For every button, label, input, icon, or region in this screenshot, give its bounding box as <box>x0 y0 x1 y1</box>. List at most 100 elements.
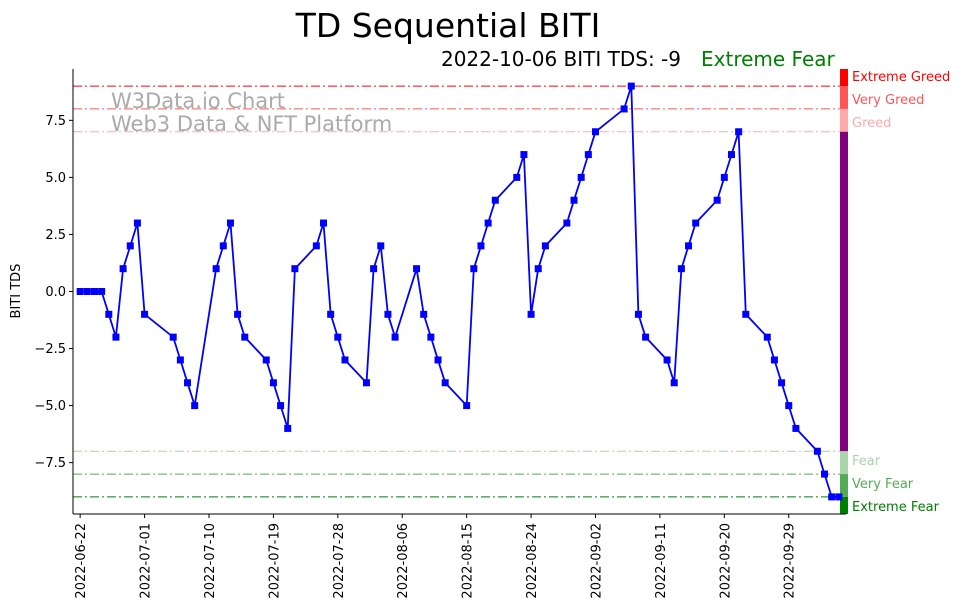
data-point <box>277 402 285 410</box>
band-extreme-greed <box>840 69 848 87</box>
data-point <box>527 310 535 318</box>
data-point <box>427 333 435 341</box>
series-biti-tds <box>76 82 843 501</box>
data-point <box>83 288 91 295</box>
data-point <box>312 242 320 250</box>
data-point <box>692 219 700 227</box>
data-point <box>770 356 778 364</box>
x-tick-label: 2022-07-19 <box>267 523 282 599</box>
data-point <box>484 219 492 227</box>
x-tick-label: 2022-09-11 <box>654 523 669 599</box>
level-label-greed: Greed <box>852 116 891 131</box>
data-point <box>491 196 499 204</box>
data-point <box>470 265 478 273</box>
data-point <box>677 265 685 273</box>
y-tick-label: −7.5 <box>34 456 66 471</box>
data-point <box>477 242 485 250</box>
x-tick-label: 2022-09-29 <box>783 523 798 599</box>
data-point <box>713 196 721 204</box>
sentiment-bands <box>840 69 848 514</box>
y-tick-label: −2.5 <box>34 342 66 357</box>
data-point <box>391 333 399 341</box>
data-point <box>441 379 449 387</box>
data-point <box>126 242 134 250</box>
data-point <box>785 402 793 410</box>
reference-lines <box>73 85 840 498</box>
status-label: Extreme Fear <box>701 47 836 71</box>
band-extreme-fear <box>840 496 848 514</box>
data-point <box>119 265 127 273</box>
data-point <box>262 356 270 364</box>
data-point <box>112 333 120 341</box>
data-point <box>176 356 184 364</box>
level-label-fear: Fear <box>852 454 881 469</box>
data-point <box>627 82 635 90</box>
data-point <box>191 402 199 410</box>
data-point <box>541 242 549 250</box>
data-point <box>105 310 113 318</box>
x-tick-label: 2022-09-20 <box>718 523 733 599</box>
level-label-extreme-fear: Extreme Fear <box>852 500 940 515</box>
y-tick-label: 2.5 <box>45 228 66 243</box>
data-point <box>828 493 836 501</box>
data-point <box>584 151 592 159</box>
x-axis-ticks: 2022-06-22 2022-07-01 2022-07-10 2022-07-19… <box>74 514 798 599</box>
x-tick-label: 2022-07-28 <box>332 523 347 599</box>
data-point <box>663 356 671 364</box>
data-point <box>420 310 428 318</box>
band-greed <box>840 108 848 132</box>
watermark-line-2: Web3 Data & NFT Platform <box>111 112 392 136</box>
y-axis-label: BITI TDS <box>9 264 24 319</box>
data-point <box>513 173 521 181</box>
band-very-fear <box>840 474 848 497</box>
data-point <box>341 356 349 364</box>
data-point <box>76 288 84 295</box>
x-tick-label: 2022-08-06 <box>396 523 411 599</box>
x-tick-label: 2022-08-24 <box>525 523 540 599</box>
data-point <box>821 470 829 478</box>
data-point <box>219 242 227 250</box>
x-tick-label: 2022-08-15 <box>461 523 476 599</box>
data-point <box>835 493 843 501</box>
x-tick-label: 2022-09-02 <box>589 523 604 599</box>
level-labels: Extreme Greed Very Greed Greed Fear Very Fea… <box>852 70 950 515</box>
y-axis-ticks: −7.5 −5.0 −2.5 0.0 2.5 5.0 7.5 <box>34 114 73 471</box>
y-tick-label: 5.0 <box>45 171 66 186</box>
data-point <box>534 265 542 273</box>
data-point <box>241 333 249 341</box>
data-point <box>577 173 585 181</box>
data-point <box>377 242 385 250</box>
series-line <box>80 85 839 498</box>
data-point <box>226 219 234 227</box>
data-point <box>720 173 728 181</box>
data-point <box>370 265 378 273</box>
data-point <box>362 379 370 387</box>
data-point <box>742 310 750 318</box>
data-point <box>735 128 743 136</box>
y-tick-label: −5.0 <box>34 399 66 414</box>
data-point <box>642 333 650 341</box>
data-point <box>98 288 106 295</box>
data-point <box>463 402 471 410</box>
data-point <box>727 151 735 159</box>
x-tick-label: 2022-06-22 <box>74 523 89 599</box>
data-point <box>234 310 242 318</box>
level-label-extreme-greed: Extreme Greed <box>852 70 950 85</box>
data-point <box>434 356 442 364</box>
watermark-line-1: W3Data.io Chart <box>111 89 285 113</box>
chart-subtitle: 2022-10-06 BITI TDS: -9 <box>441 47 681 71</box>
data-point <box>813 447 821 455</box>
x-tick-label: 2022-07-01 <box>139 523 154 599</box>
data-point <box>670 379 678 387</box>
data-point <box>169 333 177 341</box>
data-point <box>384 310 392 318</box>
band-neutral <box>840 131 848 452</box>
data-point <box>563 219 571 227</box>
level-label-very-greed: Very Greed <box>852 93 924 108</box>
data-point <box>570 196 578 204</box>
data-point <box>634 310 642 318</box>
data-point <box>284 424 292 432</box>
data-point <box>591 128 599 136</box>
data-point <box>685 242 693 250</box>
